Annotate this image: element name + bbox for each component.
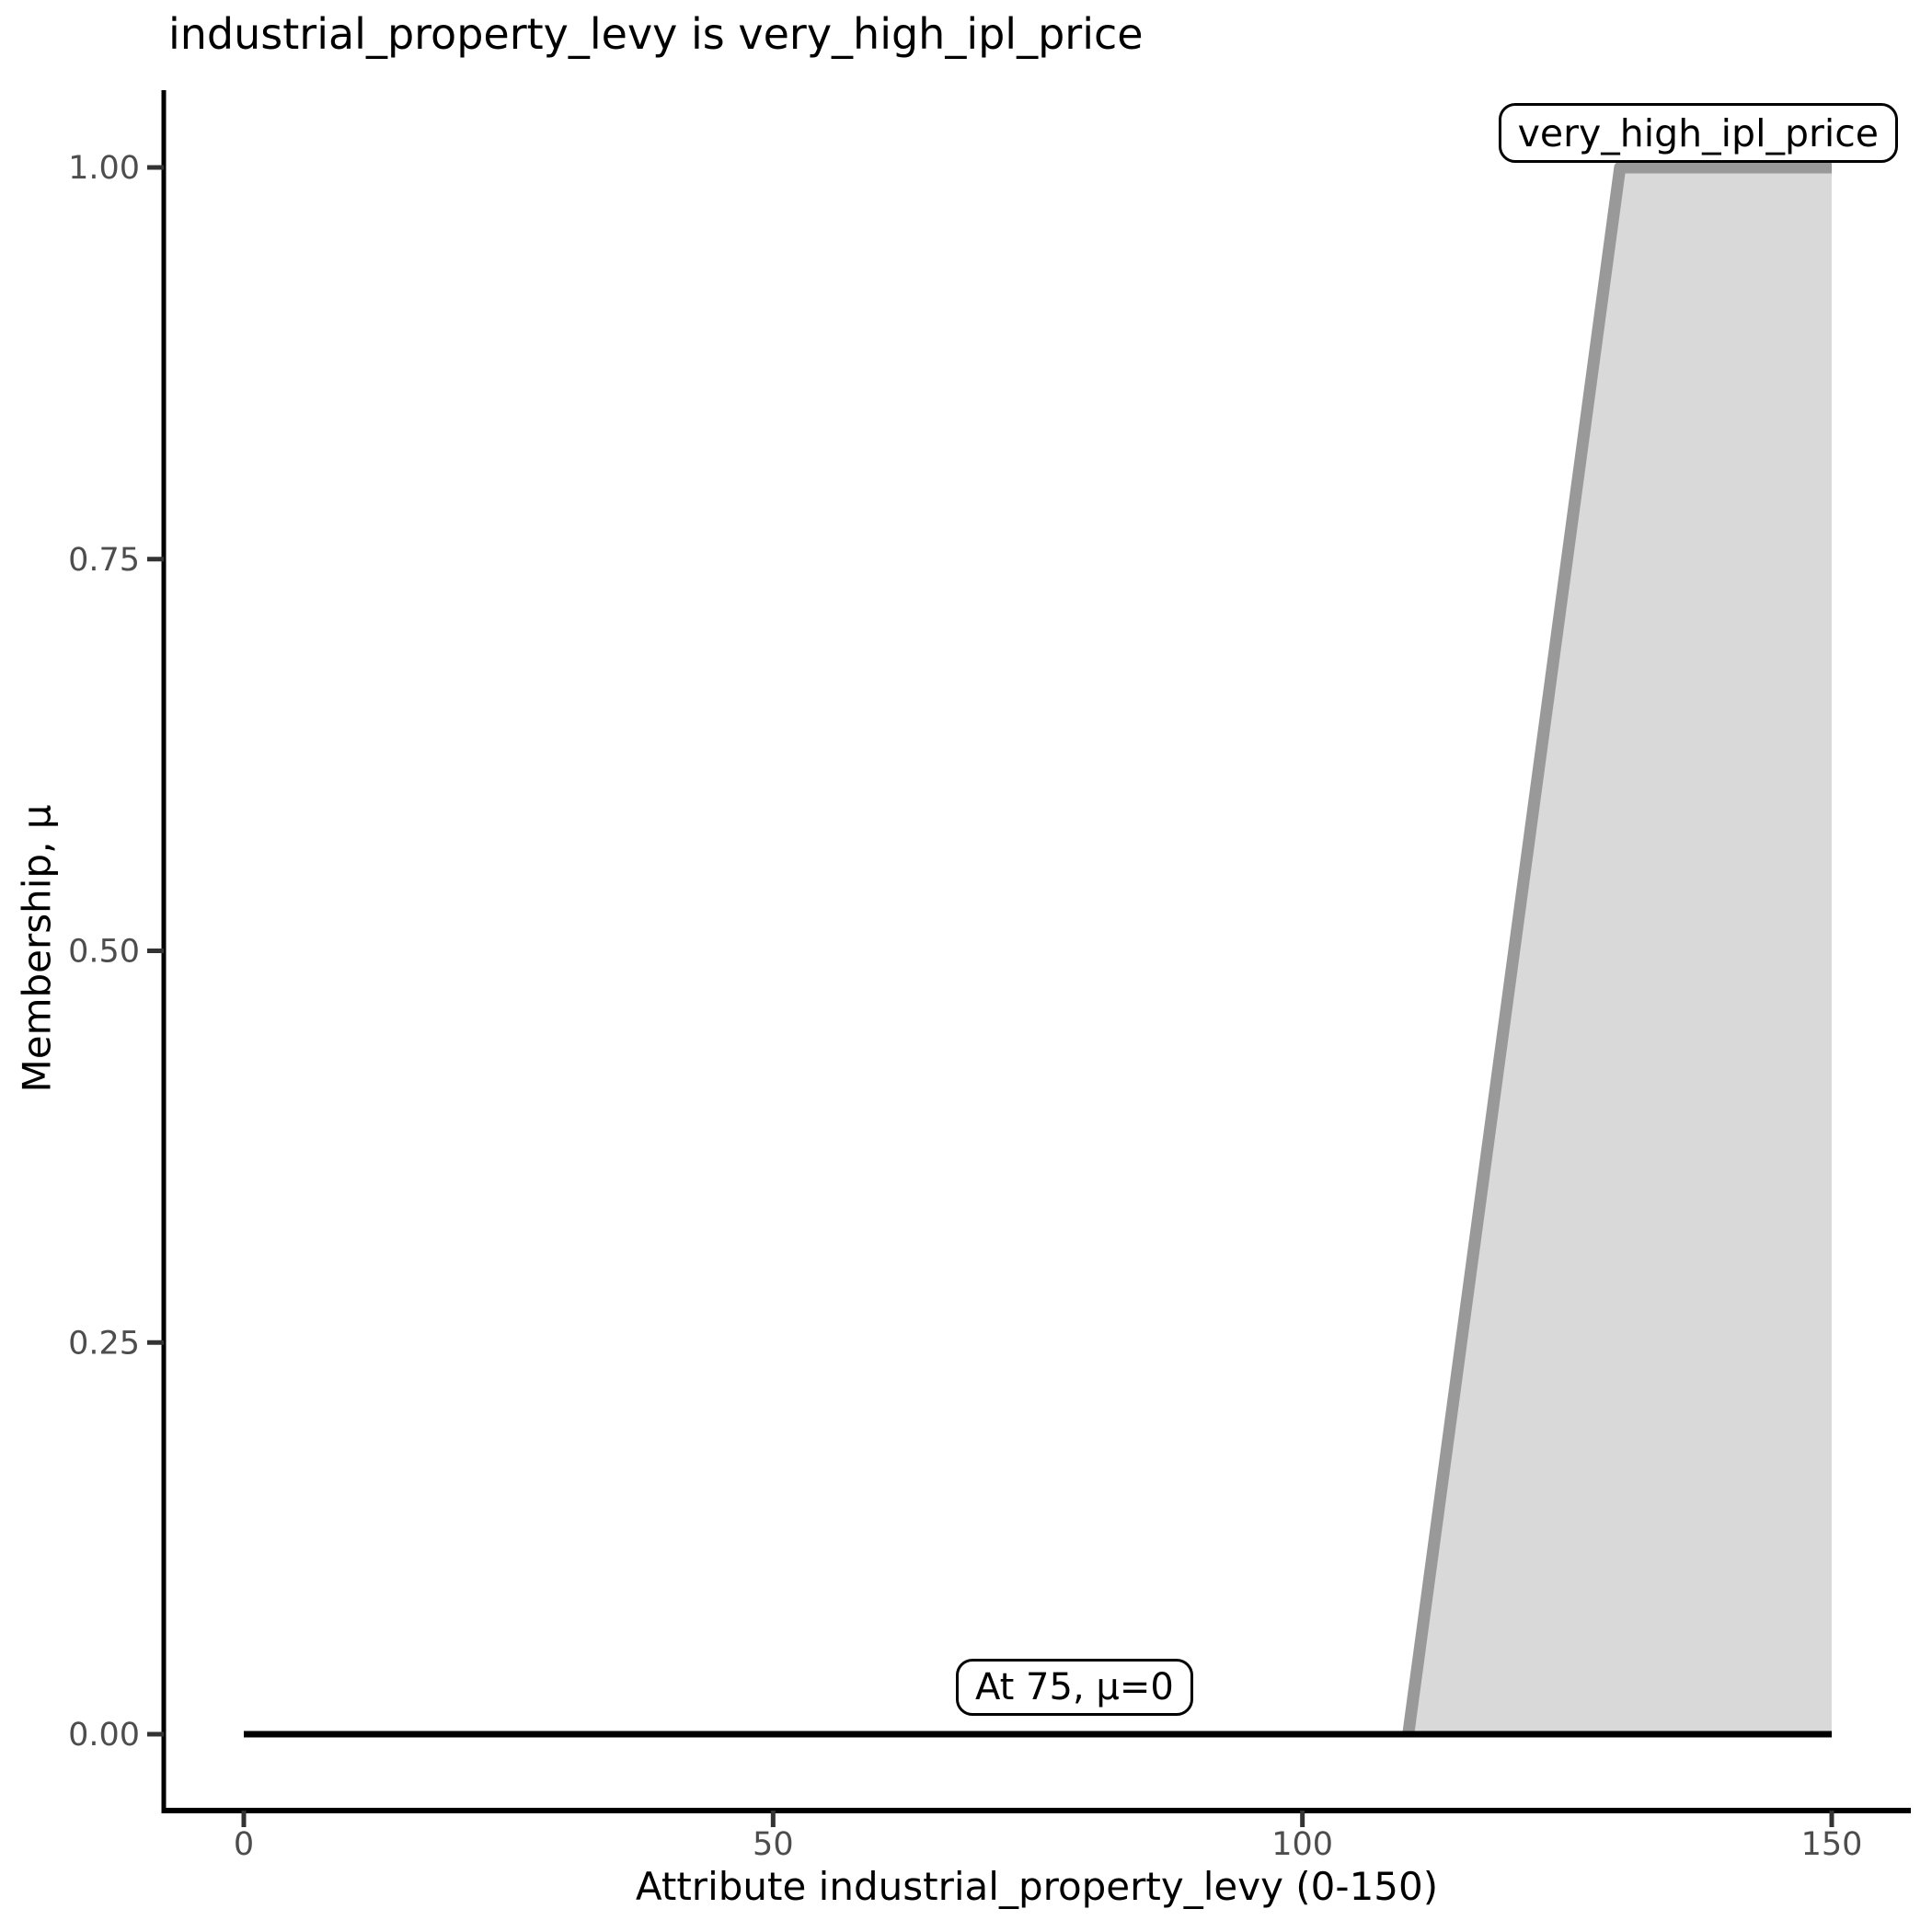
x-tick-label: 150 (1801, 1826, 1863, 1863)
y-axis-title: Membership, μ (14, 804, 60, 1093)
y-tick-label: 1.00 (68, 150, 140, 187)
y-tick-label: 0.00 (68, 1717, 140, 1754)
annotation-input-membership: At 75, μ=0 (956, 1659, 1193, 1716)
y-tick-label: 0.75 (68, 542, 140, 579)
x-tick-label: 100 (1271, 1826, 1333, 1863)
chart-title: industrial_property_levy is very_high_ip… (168, 9, 1144, 59)
y-tick-label: 0.25 (68, 1325, 140, 1362)
y-tick-label: 0.50 (68, 934, 140, 971)
membership-area-fill (1408, 167, 1832, 1734)
annotation-set-label: very_high_ipl_price (1498, 103, 1898, 163)
x-tick-label: 0 (234, 1826, 254, 1863)
x-axis-title: Attribute industrial_property_levy (0-15… (635, 1864, 1439, 1909)
membership-function-line (1402, 161, 1832, 1735)
x-tick-label: 50 (753, 1826, 794, 1863)
